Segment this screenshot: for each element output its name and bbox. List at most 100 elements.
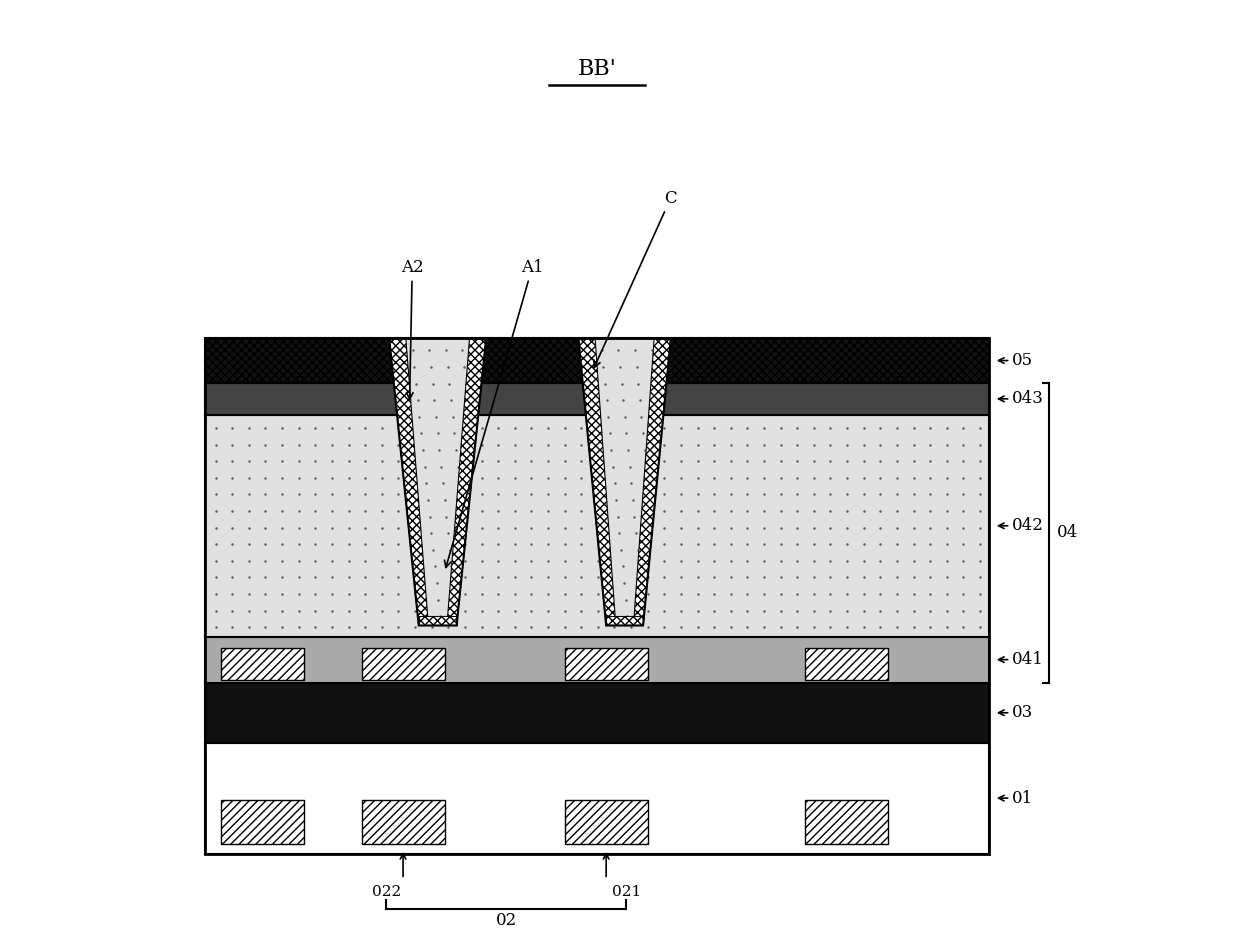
Point [427,576,446,591]
Point [554,570,574,585]
Text: 03: 03 [1012,704,1034,721]
Point [572,603,591,618]
Bar [205,637,990,683]
Point [854,453,874,468]
Point [720,603,740,618]
Point [704,586,724,601]
Point [590,493,610,508]
Point [588,620,608,635]
Point [322,487,342,502]
Point [787,570,807,585]
Point [505,620,525,635]
Point [671,437,691,452]
Point [655,504,675,519]
Point [904,437,924,452]
Point [239,570,259,585]
Point [738,537,758,552]
Point [505,603,525,618]
Point [588,437,608,452]
Point [429,442,449,457]
Point [613,559,632,574]
Point [388,487,408,502]
Point [305,570,325,585]
Point [445,592,465,607]
Point [403,509,423,524]
Point [618,442,637,457]
Point [837,437,857,452]
Point [441,393,461,408]
Point [388,437,408,452]
Point [339,470,358,485]
Point [439,437,459,452]
Point [970,570,990,585]
Point [222,620,242,635]
Point [418,493,438,508]
Point [428,426,448,441]
Point [453,343,472,358]
Point [720,504,740,519]
Point [671,620,691,635]
Point [688,554,708,568]
Text: 01: 01 [1012,790,1034,807]
Point [920,470,940,485]
Point [854,487,874,502]
Point [422,437,441,452]
Point [322,520,342,535]
Point [954,504,973,519]
Point [937,554,957,568]
Point [821,470,841,485]
Point [572,421,591,436]
Point [771,620,791,635]
Bar [221,648,304,680]
Point [405,586,425,601]
Point [572,537,591,552]
Point [455,421,475,436]
Point [522,570,542,585]
Point [854,603,874,618]
Point [704,504,724,519]
Point [471,487,491,502]
Point [754,570,774,585]
Point [601,609,621,624]
Point [970,520,990,535]
Point [305,504,325,519]
Point [538,470,558,485]
Point [554,421,574,436]
Bar [362,800,445,844]
Point [448,459,467,474]
Point [439,620,459,635]
Point [386,343,405,358]
Point [444,426,464,441]
Point [424,393,444,408]
Point [393,410,413,424]
Point [356,570,376,585]
Point [289,487,309,502]
Point [621,437,641,452]
Point [771,537,791,552]
Point [489,470,508,485]
Point [637,520,657,535]
Point [787,620,807,635]
Point [439,570,459,585]
Point [591,343,611,358]
Point [388,554,408,568]
Point [804,537,823,552]
Bar [205,742,990,854]
Point [405,437,425,452]
Point [239,586,259,601]
Point [787,437,807,452]
Point [588,570,608,585]
Point [455,554,475,568]
Point [430,609,450,624]
Point [771,504,791,519]
Point [356,520,376,535]
Point [787,470,807,485]
Point [821,421,841,436]
Point [870,554,890,568]
Point [441,559,461,574]
Point [630,393,650,408]
Point [522,603,542,618]
Point [854,537,874,552]
Point [904,453,924,468]
Point [720,437,740,452]
